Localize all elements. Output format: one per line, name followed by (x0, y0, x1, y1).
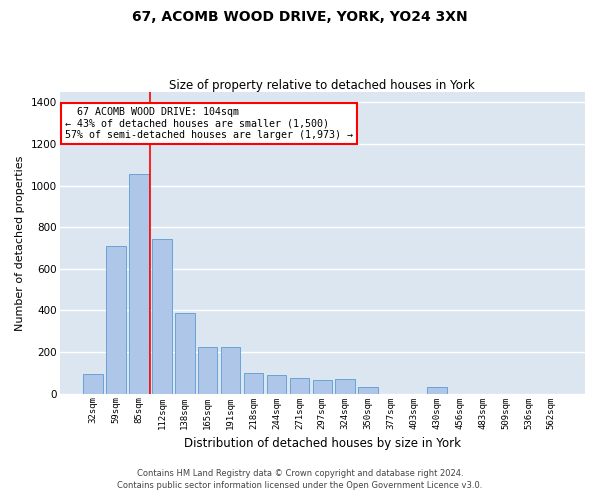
Y-axis label: Number of detached properties: Number of detached properties (15, 155, 25, 330)
Bar (244, 373, 263, 394)
Bar (129, 174, 149, 394)
Title: Size of property relative to detached houses in York: Size of property relative to detached ho… (169, 79, 475, 92)
Bar (106, 246, 126, 394)
X-axis label: Distribution of detached houses by size in York: Distribution of detached houses by size … (184, 437, 461, 450)
Text: 67 ACOMB WOOD DRIVE: 104sqm
← 43% of detached houses are smaller (1,500)
57% of : 67 ACOMB WOOD DRIVE: 104sqm ← 43% of det… (65, 107, 353, 140)
Bar (221, 347, 241, 394)
Bar (313, 380, 332, 394)
Bar (290, 378, 309, 394)
Bar (267, 375, 286, 394)
Bar (427, 388, 446, 394)
Bar (83, 374, 103, 394)
Bar (198, 347, 217, 394)
Bar (175, 312, 194, 394)
Bar (358, 388, 378, 394)
Bar (152, 238, 172, 394)
Text: 67, ACOMB WOOD DRIVE, YORK, YO24 3XN: 67, ACOMB WOOD DRIVE, YORK, YO24 3XN (132, 10, 468, 24)
Bar (335, 379, 355, 394)
Text: Contains HM Land Registry data © Crown copyright and database right 2024.
Contai: Contains HM Land Registry data © Crown c… (118, 468, 482, 490)
